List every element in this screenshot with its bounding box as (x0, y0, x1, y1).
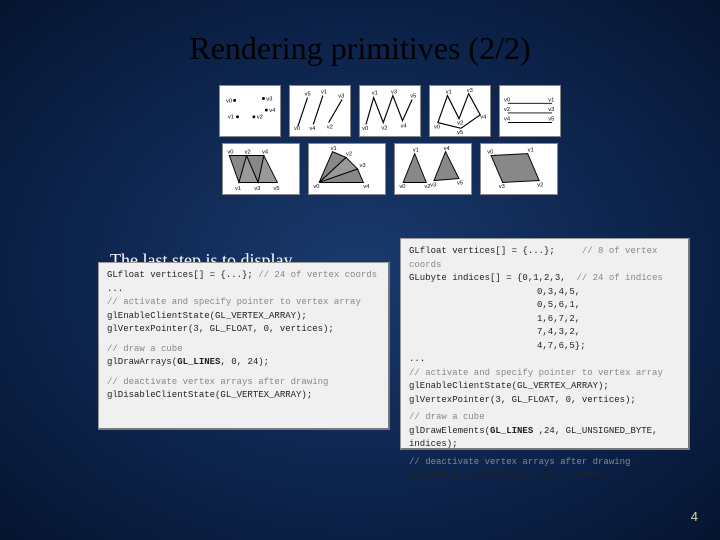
code-line: 0,3,4,5, (409, 286, 680, 300)
svg-text:v4: v4 (309, 126, 316, 132)
svg-text:v4: v4 (504, 117, 511, 123)
code-line: GLubyte indices[] = {0,1,2,3, (409, 273, 566, 283)
svg-text:v1: v1 (372, 91, 378, 97)
code-line: GLfloat vertices[] = {...}; (107, 270, 253, 280)
prim-line-strip: v0 v1 v2 v3 v4 v5 (359, 85, 421, 137)
code-comment: // draw a cube (107, 343, 380, 357)
svg-text:v1: v1 (413, 148, 419, 154)
code-line: glEnableClientState(GL_VERTEX_ARRAY); (409, 380, 680, 394)
svg-text:v5: v5 (305, 92, 311, 98)
code-line: glDrawElements( (409, 426, 490, 436)
primitives-row-2: v0 v2 v4 v1 v3 v5 v0 v1 v2 v3 v4 v0 v1 v2 v3 v4… (60, 143, 720, 195)
svg-text:v2: v2 (504, 107, 510, 113)
slide-title: Rendering primitives (2/2) (0, 0, 720, 67)
svg-text:v0: v0 (504, 97, 510, 103)
prim-lines: v0 v5 v4 v1 v2 v3 (289, 85, 351, 137)
svg-text:v4: v4 (363, 184, 370, 190)
prim-polygon: v0 v1 v2 v3 v4 v5 (499, 85, 561, 137)
svg-text:v2: v2 (457, 120, 463, 126)
code-line: glDrawArrays( (107, 357, 177, 367)
svg-text:v3: v3 (499, 184, 505, 190)
code-comment: // draw a cube (409, 411, 680, 425)
code-line: ... (409, 353, 680, 367)
prim-triangles: v0v1 v2v3 v4v5 (394, 143, 472, 195)
code-comment: // deactivate vertex arrays after drawin… (409, 456, 680, 470)
code-line: glEnableClientState(GL_VERTEX_ARRAY); (107, 310, 380, 324)
code-comment: // deactivate vertex arrays after drawin… (107, 376, 380, 390)
page-number: 4 (691, 509, 698, 524)
svg-text:v5: v5 (274, 186, 280, 192)
code-comment: // activate and specify pointer to verte… (107, 296, 380, 310)
prim-triangle-fan: v0 v1 v2 v3 v4 (308, 143, 386, 195)
svg-text:v2: v2 (245, 150, 251, 156)
prim-line-loop: v0 v1 v2 v3 v4 v5 (429, 85, 491, 137)
code-line: glDisableClientState(GL_VERTEX_ARRAY); (409, 469, 680, 483)
code-box-drawArrays: GLfloat vertices[] = {...}; // 24 of ver… (98, 262, 390, 430)
svg-text:v1: v1 (228, 115, 234, 121)
prim-points: v0 v3 v1 v2 v4 (219, 85, 281, 137)
svg-text:v3: v3 (254, 186, 260, 192)
svg-text:v1: v1 (446, 90, 452, 96)
svg-text:v3: v3 (266, 96, 272, 102)
code-box-drawElements: GLfloat vertices[] = {...}; // 8 of vert… (400, 238, 690, 450)
svg-text:v4: v4 (269, 108, 276, 114)
svg-text:v4: v4 (262, 150, 269, 156)
prim-quads: v0 v1 v2 v3 (480, 143, 558, 195)
svg-text:v3: v3 (548, 107, 554, 113)
svg-text:v3: v3 (430, 182, 436, 188)
svg-text:v2: v2 (346, 152, 352, 158)
svg-text:v0: v0 (227, 150, 233, 156)
code-bold: GL_LINES (490, 426, 533, 436)
code-line: glVertexPointer(3, GL_FLOAT, 0, vertices… (409, 394, 680, 408)
svg-text:v3: v3 (338, 94, 344, 100)
code-line: ... (107, 283, 380, 297)
svg-text:v3: v3 (467, 88, 473, 94)
svg-text:v1: v1 (235, 186, 241, 192)
svg-text:v0: v0 (313, 184, 319, 190)
svg-text:v5: v5 (457, 180, 463, 186)
primitives-row-1: v0 v3 v1 v2 v4 v0 v5 v4 v1 v2 v3 v0 v1 v2 v3 … (60, 85, 720, 137)
svg-text:v0: v0 (226, 98, 232, 104)
svg-text:v5: v5 (410, 94, 416, 100)
svg-text:v0: v0 (487, 150, 493, 156)
svg-text:v5: v5 (548, 117, 554, 123)
svg-text:v5: v5 (457, 130, 463, 136)
code-comment: // 24 of indices (576, 273, 662, 283)
svg-text:v4: v4 (401, 123, 408, 129)
code-line: 0,5,6,1, (409, 299, 680, 313)
svg-text:v0: v0 (362, 126, 368, 132)
svg-text:v2: v2 (257, 115, 263, 121)
svg-text:v2: v2 (381, 125, 387, 131)
code-line: 7,4,3,2, (409, 326, 680, 340)
svg-text:v1: v1 (528, 148, 534, 154)
svg-text:v1: v1 (548, 97, 554, 103)
svg-text:v3: v3 (360, 163, 366, 169)
svg-text:v4: v4 (480, 115, 487, 121)
code-comment: // activate and specify pointer to verte… (409, 367, 680, 381)
svg-text:v4: v4 (444, 146, 451, 152)
svg-text:v2: v2 (327, 124, 333, 130)
code-line: , 0, 24); (220, 357, 269, 367)
code-line: 4,7,6,5}; (409, 340, 680, 354)
code-line: 1,6,7,2, (409, 313, 680, 327)
svg-text:v0: v0 (399, 184, 405, 190)
svg-text:v0: v0 (434, 124, 440, 130)
code-bold: GL_LINES (177, 357, 220, 367)
svg-text:v0: v0 (294, 126, 300, 132)
svg-text:v1: v1 (331, 146, 337, 152)
svg-text:v2: v2 (537, 182, 543, 188)
svg-text:v3: v3 (391, 90, 397, 96)
code-line: glDisableClientState(GL_VERTEX_ARRAY); (107, 389, 380, 403)
prim-triangle-strip: v0 v2 v4 v1 v3 v5 (222, 143, 300, 195)
code-line: glVertexPointer(3, GL_FLOAT, 0, vertices… (107, 323, 380, 337)
svg-text:v1: v1 (321, 90, 327, 96)
code-line: GLfloat vertices[] = {...}; (409, 246, 555, 256)
code-comment: // 24 of vertex coords (258, 270, 377, 280)
